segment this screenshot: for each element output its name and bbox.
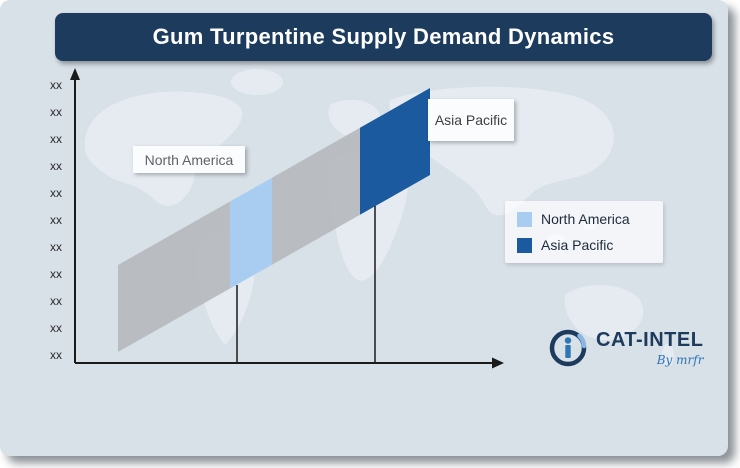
infographic-card: Gum Turpentine Supply Demand Dynamics xx… bbox=[0, 0, 728, 456]
band-segment-north-america bbox=[230, 177, 272, 289]
y-tick-label: xx bbox=[50, 294, 62, 308]
y-axis-tick-labels: xx xx xx xx xx xx xx xx xx xx xx bbox=[34, 0, 68, 456]
logo-text: CAT-INTEL By mrfr bbox=[596, 329, 703, 367]
y-tick-label: xx bbox=[50, 159, 62, 173]
y-tick-label: xx bbox=[50, 186, 62, 200]
legend-label: North America bbox=[541, 211, 630, 227]
ribbon-band bbox=[118, 88, 430, 352]
y-tick-label: xx bbox=[50, 240, 62, 254]
north-america-label: North America bbox=[133, 146, 245, 173]
band-segment-gray-mid bbox=[272, 127, 360, 265]
header-banner: Gum Turpentine Supply Demand Dynamics bbox=[55, 13, 712, 61]
legend-item-north-america: North America bbox=[517, 211, 651, 227]
y-tick-label: xx bbox=[50, 78, 62, 92]
legend: North America Asia Pacific bbox=[505, 201, 663, 263]
y-tick-label: xx bbox=[50, 132, 62, 146]
north-america-swatch bbox=[517, 211, 532, 227]
asia-pacific-label: Asia Pacific bbox=[428, 99, 514, 141]
legend-item-asia-pacific: Asia Pacific bbox=[517, 237, 651, 253]
y-axis-arrow bbox=[70, 68, 80, 80]
y-tick-label: xx bbox=[50, 321, 62, 335]
logo-byline: By mrfr bbox=[656, 353, 704, 367]
cat-intel-logo: CAT-INTEL By mrfr bbox=[546, 326, 703, 370]
x-axis-arrow bbox=[492, 357, 504, 369]
y-tick-label: xx bbox=[50, 348, 62, 362]
asia-pacific-swatch bbox=[517, 237, 532, 253]
logo-brand: CAT-INTEL bbox=[596, 329, 704, 351]
y-tick-label: xx bbox=[50, 105, 62, 119]
axes bbox=[74, 78, 494, 364]
cat-intel-logo-icon bbox=[549, 329, 587, 367]
y-tick-label: xx bbox=[50, 213, 62, 227]
legend-label: Asia Pacific bbox=[541, 237, 614, 253]
page-title: Gum Turpentine Supply Demand Dynamics bbox=[152, 24, 615, 49]
y-tick-label: xx bbox=[50, 267, 62, 281]
band-segment-gray-left bbox=[118, 201, 230, 352]
band-segment-asia-pacific bbox=[360, 88, 430, 215]
